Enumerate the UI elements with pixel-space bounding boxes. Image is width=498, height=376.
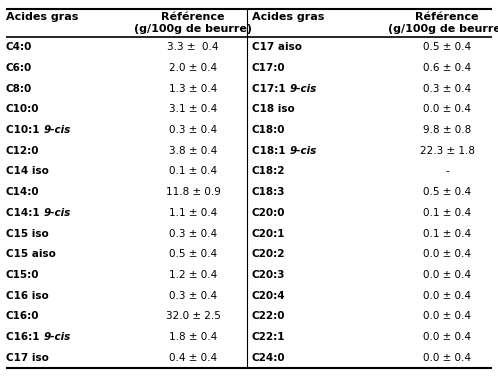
Text: C17:0: C17:0 (252, 63, 286, 73)
Text: 0.5 ± 0.4: 0.5 ± 0.4 (423, 187, 471, 197)
Text: 9-cis: 9-cis (43, 332, 70, 342)
Text: C17:1: C17:1 (252, 84, 289, 94)
Text: 9-cis: 9-cis (289, 146, 316, 156)
Text: C18 iso: C18 iso (252, 105, 295, 114)
Text: 9.8 ± 0.8: 9.8 ± 0.8 (423, 125, 471, 135)
Text: 0.0 ± 0.4: 0.0 ± 0.4 (423, 270, 471, 280)
Text: C15 aiso: C15 aiso (6, 249, 56, 259)
Text: 22.3 ± 1.8: 22.3 ± 1.8 (419, 146, 475, 156)
Text: C12:0: C12:0 (6, 146, 39, 156)
Text: 9-cis: 9-cis (289, 84, 317, 94)
Text: 2.0 ± 0.4: 2.0 ± 0.4 (169, 63, 217, 73)
Text: 1.3 ± 0.4: 1.3 ± 0.4 (169, 84, 217, 94)
Text: C15:0: C15:0 (6, 270, 39, 280)
Text: C16:1: C16:1 (6, 332, 43, 342)
Text: 9-cis: 9-cis (43, 208, 71, 218)
Text: C18:3: C18:3 (252, 187, 285, 197)
Text: 0.1 ± 0.4: 0.1 ± 0.4 (423, 208, 471, 218)
Text: 11.8 ± 0.9: 11.8 ± 0.9 (165, 187, 221, 197)
Text: 32.0 ± 2.5: 32.0 ± 2.5 (165, 311, 221, 321)
Text: 0.6 ± 0.4: 0.6 ± 0.4 (423, 63, 471, 73)
Text: C6:0: C6:0 (6, 63, 32, 73)
Text: 0.3 ± 0.4: 0.3 ± 0.4 (169, 291, 217, 300)
Text: C4:0: C4:0 (6, 42, 32, 52)
Text: (g/100g de beurre): (g/100g de beurre) (388, 24, 498, 34)
Text: C22:0: C22:0 (252, 311, 285, 321)
Text: 0.0 ± 0.4: 0.0 ± 0.4 (423, 249, 471, 259)
Text: C16:0: C16:0 (6, 311, 39, 321)
Text: C18:2: C18:2 (252, 167, 285, 176)
Text: C14:0: C14:0 (6, 187, 40, 197)
Text: 0.3 ± 0.4: 0.3 ± 0.4 (169, 229, 217, 238)
Text: 0.0 ± 0.4: 0.0 ± 0.4 (423, 291, 471, 300)
Text: 9-cis: 9-cis (43, 125, 70, 135)
Text: -: - (445, 167, 449, 176)
Text: 0.3 ± 0.4: 0.3 ± 0.4 (169, 125, 217, 135)
Text: C15 iso: C15 iso (6, 229, 49, 238)
Text: 3.1 ± 0.4: 3.1 ± 0.4 (169, 105, 217, 114)
Text: 0.5 ± 0.4: 0.5 ± 0.4 (169, 249, 217, 259)
Text: 0.1 ± 0.4: 0.1 ± 0.4 (423, 229, 471, 238)
Text: C20:0: C20:0 (252, 208, 285, 218)
Text: 0.0 ± 0.4: 0.0 ± 0.4 (423, 332, 471, 342)
Text: 0.0 ± 0.4: 0.0 ± 0.4 (423, 105, 471, 114)
Text: C16 iso: C16 iso (6, 291, 49, 300)
Text: C24:0: C24:0 (252, 353, 286, 363)
Text: 0.5 ± 0.4: 0.5 ± 0.4 (423, 42, 471, 52)
Text: 0.0 ± 0.4: 0.0 ± 0.4 (423, 353, 471, 363)
Text: C22:1: C22:1 (252, 332, 285, 342)
Text: 0.4 ± 0.4: 0.4 ± 0.4 (169, 353, 217, 363)
Text: Acides gras: Acides gras (6, 12, 78, 22)
Text: 1.1 ± 0.4: 1.1 ± 0.4 (169, 208, 217, 218)
Text: C18:1: C18:1 (252, 146, 289, 156)
Text: 0.1 ± 0.4: 0.1 ± 0.4 (169, 167, 217, 176)
Text: Référence: Référence (161, 12, 225, 22)
Text: C8:0: C8:0 (6, 84, 32, 94)
Text: (g/100g de beurre): (g/100g de beurre) (134, 24, 252, 34)
Text: 0.3 ± 0.4: 0.3 ± 0.4 (423, 84, 471, 94)
Text: C20:3: C20:3 (252, 270, 285, 280)
Text: 1.2 ± 0.4: 1.2 ± 0.4 (169, 270, 217, 280)
Text: 3.8 ± 0.4: 3.8 ± 0.4 (169, 146, 217, 156)
Text: C14:1: C14:1 (6, 208, 43, 218)
Text: 1.8 ± 0.4: 1.8 ± 0.4 (169, 332, 217, 342)
Text: Référence: Référence (415, 12, 479, 22)
Text: C10:0: C10:0 (6, 105, 39, 114)
Text: 0.0 ± 0.4: 0.0 ± 0.4 (423, 311, 471, 321)
Text: C20:4: C20:4 (252, 291, 286, 300)
Text: Acides gras: Acides gras (252, 12, 324, 22)
Text: C20:2: C20:2 (252, 249, 285, 259)
Text: 3.3 ±  0.4: 3.3 ± 0.4 (167, 42, 219, 52)
Text: C17 iso: C17 iso (6, 353, 49, 363)
Text: C18:0: C18:0 (252, 125, 285, 135)
Text: C14 iso: C14 iso (6, 167, 49, 176)
Text: C20:1: C20:1 (252, 229, 285, 238)
Text: C17 aiso: C17 aiso (252, 42, 302, 52)
Text: C10:1: C10:1 (6, 125, 43, 135)
